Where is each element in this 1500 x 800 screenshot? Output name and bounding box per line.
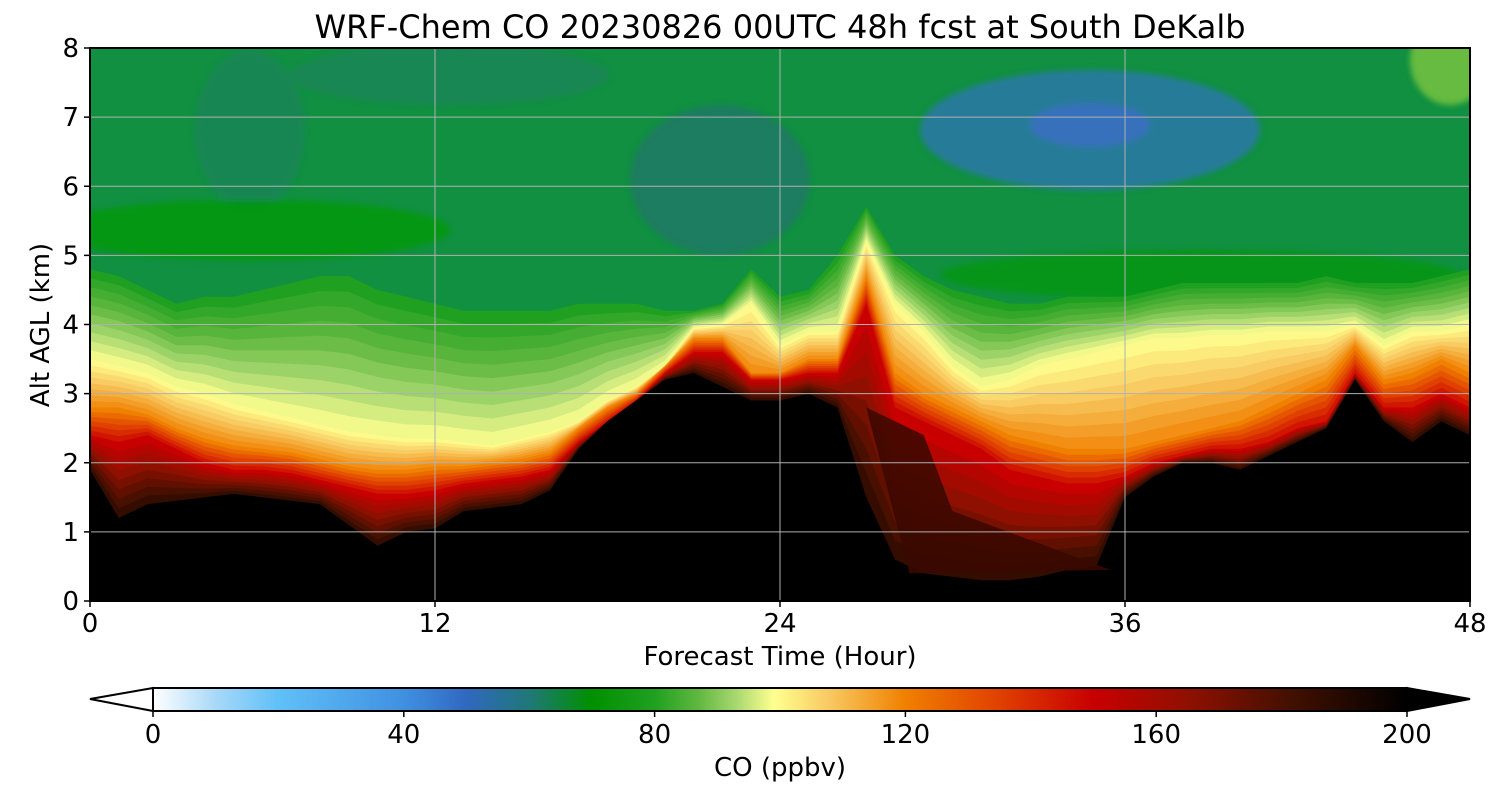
colorbar-tick-label: 200: [1382, 720, 1432, 750]
y-tick-label: 7: [62, 103, 79, 133]
colorbar-tick-label: 0: [145, 720, 162, 750]
colorbar-tick-label: 80: [638, 720, 671, 750]
y-tick-label: 4: [62, 311, 79, 341]
grid-lines: [90, 48, 1470, 601]
upper-air-patches: [90, 48, 1470, 300]
y-axis-ticks: 0 1 2 3 4 5 6 7 8: [62, 34, 90, 617]
teal-patch-upper-left: [195, 50, 305, 210]
x-tick-label: 48: [1453, 609, 1486, 639]
y-tick-label: 2: [62, 449, 79, 479]
x-tick-label: 36: [1108, 609, 1141, 639]
y-tick-label: 3: [62, 380, 79, 410]
y-tick-label: 0: [62, 587, 79, 617]
colorbar-gradient: [152, 687, 1408, 712]
y-axis-label: Alt AGL (km): [26, 243, 56, 407]
green-band-lower-left: [90, 200, 450, 260]
colorbar-tick-label: 160: [1131, 720, 1181, 750]
colorbar-extend-high: [1406, 686, 1471, 713]
colorbar-label: CO (ppbv): [714, 753, 846, 783]
blue-core-upper-right: [1030, 103, 1150, 147]
teal-band-top: [290, 48, 610, 105]
colorbar-tick-label: 120: [881, 720, 931, 750]
x-tick-label: 12: [418, 609, 451, 639]
x-tick-label: 0: [82, 609, 99, 639]
colorbar: 0 40 80 120 160 200 CO (ppbv): [89, 686, 1471, 783]
teal-patch-upper-mid: [630, 105, 810, 255]
y-tick-label: 6: [62, 172, 79, 202]
y-tick-label: 1: [62, 518, 79, 548]
x-tick-label: 24: [763, 609, 796, 639]
colorbar-ticks: 0 40 80 120 160 200: [145, 711, 1432, 750]
lime-corner-top-right: [1410, 48, 1470, 105]
y-tick-label: 5: [62, 241, 79, 271]
y-tick-label: 8: [62, 34, 79, 64]
plot-area: [90, 48, 1470, 601]
colorbar-tick-label: 40: [387, 720, 420, 750]
x-axis-ticks: 0 12 24 36 48: [82, 601, 1487, 639]
chart-title: WRF-Chem CO 20230826 00UTC 48h fcst at S…: [314, 8, 1245, 46]
x-axis-label: Forecast Time (Hour): [643, 642, 916, 672]
colorbar-extend-low: [89, 686, 154, 713]
